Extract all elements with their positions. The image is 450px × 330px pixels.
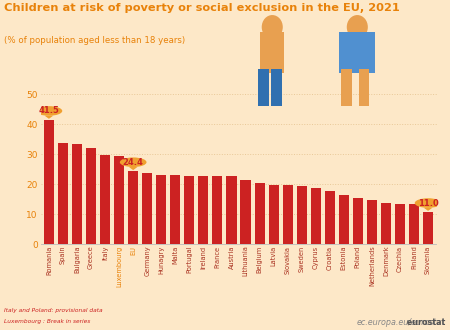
Text: ec.europa.eu/eurostat: ec.europa.eu/eurostat: [357, 318, 446, 327]
Ellipse shape: [120, 157, 147, 167]
Circle shape: [347, 15, 368, 39]
Text: 11.0: 11.0: [418, 199, 438, 208]
Text: 24.4: 24.4: [123, 158, 144, 167]
Bar: [255, 183, 265, 244]
Text: Children at risk of poverty or social exclusion in the EU, 2021: Children at risk of poverty or social ex…: [4, 3, 400, 13]
Ellipse shape: [36, 106, 62, 116]
Text: (% of population aged less than 18 years): (% of population aged less than 18 years…: [4, 36, 185, 45]
Polygon shape: [45, 116, 53, 119]
Bar: [359, 69, 369, 106]
Bar: [198, 176, 208, 244]
Bar: [184, 176, 194, 244]
Bar: [212, 176, 222, 244]
Bar: [409, 204, 419, 244]
Polygon shape: [424, 208, 432, 211]
Bar: [395, 204, 405, 244]
Bar: [258, 69, 269, 106]
Bar: [260, 32, 284, 73]
Bar: [353, 198, 363, 244]
Bar: [226, 176, 237, 244]
Text: Italy and Poland: provisional data: Italy and Poland: provisional data: [4, 308, 103, 313]
Bar: [58, 143, 68, 244]
Bar: [142, 173, 152, 244]
Text: 41.5: 41.5: [39, 107, 59, 116]
Bar: [381, 203, 391, 244]
Bar: [128, 171, 138, 244]
Bar: [283, 185, 293, 244]
Bar: [423, 212, 433, 244]
Bar: [269, 185, 279, 244]
Bar: [297, 186, 307, 244]
Bar: [271, 69, 282, 106]
Circle shape: [262, 15, 283, 39]
Text: eurostat: eurostat: [382, 318, 446, 327]
Text: Luxembourg : Break in series: Luxembourg : Break in series: [4, 319, 91, 324]
Bar: [339, 32, 375, 73]
Polygon shape: [129, 167, 137, 170]
Bar: [170, 175, 180, 244]
Bar: [86, 148, 96, 244]
Bar: [367, 200, 377, 244]
Bar: [325, 191, 335, 244]
Bar: [100, 155, 110, 244]
Bar: [341, 69, 351, 106]
Bar: [310, 188, 321, 244]
Bar: [114, 156, 124, 244]
Bar: [240, 180, 251, 244]
Bar: [339, 195, 349, 244]
Bar: [156, 175, 166, 244]
Bar: [72, 144, 82, 244]
Bar: [44, 120, 54, 244]
Ellipse shape: [415, 198, 441, 208]
